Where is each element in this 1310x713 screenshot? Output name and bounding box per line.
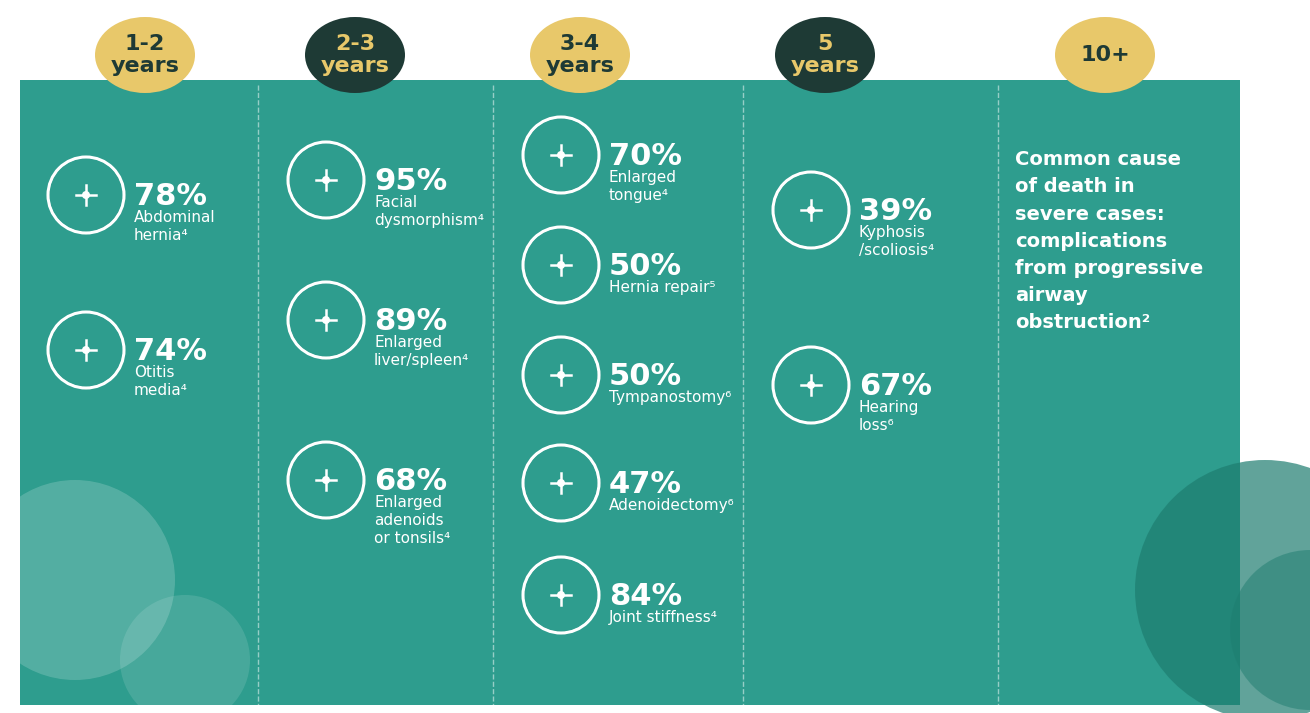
Text: 84%: 84%: [609, 582, 683, 611]
Circle shape: [557, 151, 565, 159]
Circle shape: [0, 480, 176, 680]
Circle shape: [1230, 550, 1310, 710]
Text: Hernia repair⁵: Hernia repair⁵: [609, 280, 715, 295]
Text: 78%: 78%: [134, 182, 207, 211]
Text: Abdominal
hernia⁴: Abdominal hernia⁴: [134, 210, 216, 243]
Text: 74%: 74%: [134, 337, 207, 366]
Circle shape: [290, 144, 362, 216]
Polygon shape: [1000, 80, 1241, 705]
FancyBboxPatch shape: [20, 80, 1241, 705]
Text: 47%: 47%: [609, 470, 683, 499]
Text: Otitis
media⁴: Otitis media⁴: [134, 365, 187, 398]
Text: 70%: 70%: [609, 142, 683, 171]
Circle shape: [525, 559, 597, 631]
Circle shape: [557, 591, 565, 599]
Text: 95%: 95%: [373, 167, 447, 196]
Ellipse shape: [776, 17, 875, 93]
Text: Joint stiffness⁴: Joint stiffness⁴: [609, 610, 718, 625]
Circle shape: [50, 159, 122, 231]
Text: 1-2
years: 1-2 years: [110, 34, 179, 76]
Circle shape: [322, 176, 330, 184]
Circle shape: [1134, 460, 1310, 713]
Text: 50%: 50%: [609, 362, 683, 391]
Text: 89%: 89%: [373, 307, 447, 336]
Circle shape: [557, 479, 565, 487]
Circle shape: [807, 206, 815, 214]
Text: 39%: 39%: [859, 197, 933, 226]
Circle shape: [121, 595, 250, 713]
Circle shape: [322, 476, 330, 484]
Text: Hearing
loss⁶: Hearing loss⁶: [859, 400, 920, 433]
Text: Enlarged
tongue⁴: Enlarged tongue⁴: [609, 170, 677, 203]
Text: 68%: 68%: [373, 467, 447, 496]
Text: 67%: 67%: [859, 372, 931, 401]
Circle shape: [50, 314, 122, 386]
Circle shape: [83, 346, 90, 354]
Circle shape: [322, 316, 330, 324]
Text: 5
years: 5 years: [790, 34, 859, 76]
Text: 2-3
years: 2-3 years: [321, 34, 389, 76]
Circle shape: [290, 284, 362, 356]
Circle shape: [557, 261, 565, 269]
Circle shape: [776, 174, 848, 246]
Text: Adenoidectomy⁶: Adenoidectomy⁶: [609, 498, 735, 513]
Circle shape: [525, 339, 597, 411]
Text: Kyphosis
/scoliosis⁴: Kyphosis /scoliosis⁴: [859, 225, 934, 258]
Ellipse shape: [531, 17, 630, 93]
Text: 3-4
years: 3-4 years: [545, 34, 614, 76]
Circle shape: [83, 191, 90, 199]
Circle shape: [557, 371, 565, 379]
Ellipse shape: [96, 17, 195, 93]
Ellipse shape: [305, 17, 405, 93]
Circle shape: [525, 119, 597, 191]
Circle shape: [525, 229, 597, 301]
Ellipse shape: [1055, 17, 1155, 93]
Text: Facial
dysmorphism⁴: Facial dysmorphism⁴: [373, 195, 483, 228]
Circle shape: [290, 444, 362, 516]
Text: Enlarged
adenoids
or tonsils⁴: Enlarged adenoids or tonsils⁴: [373, 495, 451, 546]
Text: Common cause
of death in
severe cases:
complications
from progressive
airway
obs: Common cause of death in severe cases: c…: [1015, 150, 1204, 332]
Text: Enlarged
liver/spleen⁴: Enlarged liver/spleen⁴: [373, 335, 469, 368]
Circle shape: [776, 349, 848, 421]
Text: Tympanostomy⁶: Tympanostomy⁶: [609, 390, 731, 405]
Circle shape: [807, 381, 815, 389]
Text: 10+: 10+: [1081, 45, 1129, 65]
Text: 50%: 50%: [609, 252, 683, 281]
Circle shape: [525, 447, 597, 519]
